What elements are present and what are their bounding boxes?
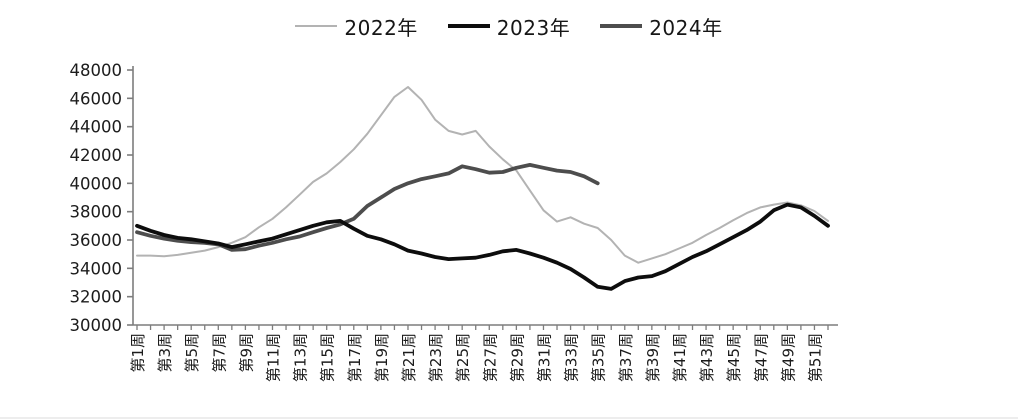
legend-swatch-2023 bbox=[447, 24, 490, 28]
y-tick-label: 44000 bbox=[70, 118, 123, 137]
legend-item-2023: 2023年 bbox=[447, 12, 571, 41]
x-tick-label: 第15周 bbox=[319, 333, 337, 382]
legend-item-2024: 2024年 bbox=[600, 12, 722, 41]
x-tick-label: 第17周 bbox=[346, 333, 364, 382]
chart-legend: 2022年 2023年 2024年 bbox=[0, 10, 1018, 42]
x-tick-label: 第7周 bbox=[210, 333, 228, 373]
x-tick-label: 第45周 bbox=[725, 333, 743, 382]
x-tick-label: 第47周 bbox=[752, 333, 770, 382]
x-tick-label: 第23周 bbox=[427, 333, 445, 382]
x-tick-label: 第33周 bbox=[563, 333, 581, 382]
x-tick-label: 第27周 bbox=[481, 333, 499, 382]
x-tick-label: 第21周 bbox=[400, 333, 418, 382]
x-tick-label: 第51周 bbox=[806, 333, 824, 382]
x-tick-label: 第1周 bbox=[129, 333, 147, 373]
legend-swatch-2022 bbox=[295, 25, 338, 27]
x-tick-label: 第29周 bbox=[508, 333, 526, 382]
x-tick-label: 第19周 bbox=[373, 333, 391, 382]
x-tick-label: 第49周 bbox=[779, 333, 797, 382]
x-tick-label: 第13周 bbox=[292, 333, 310, 382]
x-tick-label: 第9周 bbox=[237, 333, 255, 373]
legend-item-2022: 2022年 bbox=[295, 12, 417, 41]
x-tick-label: 第39周 bbox=[644, 333, 662, 382]
y-tick-label: 46000 bbox=[70, 89, 123, 108]
legend-label-2024: 2024年 bbox=[649, 15, 723, 40]
y-tick-label: 48000 bbox=[70, 61, 123, 80]
y-tick-label: 30000 bbox=[70, 316, 123, 335]
x-tick-label: 第41周 bbox=[671, 333, 689, 382]
bottom-edge bbox=[0, 417, 1018, 419]
series-line-2022年 bbox=[136, 86, 829, 264]
x-tick-label: 第25周 bbox=[454, 333, 472, 382]
x-tick-label: 第5周 bbox=[183, 333, 201, 373]
x-tick-label: 第11周 bbox=[264, 333, 282, 382]
x-tick-label: 第3周 bbox=[156, 333, 174, 373]
x-tick-label: 第35周 bbox=[590, 333, 608, 382]
x-tick-label: 第43周 bbox=[698, 333, 716, 382]
x-tick-label: 第37周 bbox=[617, 333, 635, 382]
legend-label-2023: 2023年 bbox=[496, 15, 571, 40]
y-tick-label: 42000 bbox=[70, 146, 123, 165]
y-tick-label: 32000 bbox=[70, 288, 123, 307]
legend-label-2022: 2022年 bbox=[344, 15, 418, 40]
y-tick-label: 38000 bbox=[70, 203, 123, 222]
y-tick-label: 40000 bbox=[70, 174, 123, 193]
legend-swatch-2024 bbox=[600, 24, 643, 28]
series-line-2023年 bbox=[135, 202, 830, 291]
y-tick-label: 34000 bbox=[70, 259, 123, 278]
x-tick-label: 第31周 bbox=[535, 333, 553, 382]
y-tick-label: 36000 bbox=[70, 231, 123, 250]
